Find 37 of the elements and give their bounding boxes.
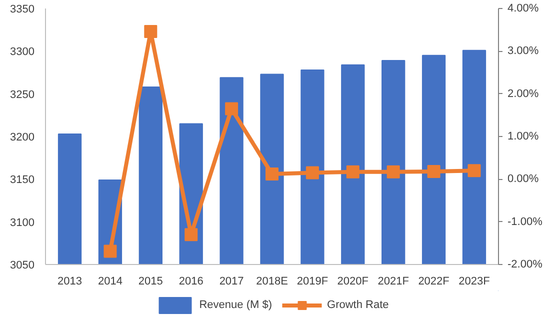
point <box>468 164 481 178</box>
x-tick-label: 2022F <box>418 276 450 288</box>
y2-tick-label: 2.00% <box>508 88 539 100</box>
point <box>184 228 198 242</box>
point <box>427 164 440 178</box>
x-tick-label: 2021F <box>378 276 410 288</box>
x-tick-label: 2017 <box>219 276 244 288</box>
point <box>346 165 360 178</box>
y-tick-label: 3300 <box>10 46 35 58</box>
x-tick-label: 2018E <box>256 276 288 288</box>
x-tick-label: 2013 <box>58 276 82 288</box>
x-tick-label: 2015 <box>138 276 163 288</box>
legend-label: Revenue (M $) <box>199 299 272 311</box>
y2-tick-label: 1.00% <box>508 130 539 142</box>
point <box>104 244 117 258</box>
point <box>386 165 400 178</box>
legend-label: Growth Rate <box>327 299 389 311</box>
point <box>306 166 319 180</box>
x-tick-label: 2016 <box>178 276 204 288</box>
x-tick-label: 2019F <box>296 276 328 288</box>
y2-tick-label: 3.00% <box>508 45 539 58</box>
y-tick-label: 3250 <box>10 88 35 101</box>
y-tick-label: 3200 <box>10 132 35 144</box>
y-tick-label: 3150 <box>10 174 35 186</box>
y-tick-label: 3350 <box>10 4 35 16</box>
y-tick-label: 3050 <box>10 260 35 272</box>
y2-tick-label: -2.00% <box>508 258 543 270</box>
y-tick-label: 3100 <box>10 216 35 229</box>
x-tick-label: 2020F <box>337 276 369 288</box>
y2-tick-label: -1.00% <box>508 216 543 228</box>
point <box>144 25 158 38</box>
x-tick-label: 2023F <box>458 276 490 288</box>
y2-tick-label: 0.00% <box>508 173 539 186</box>
point <box>225 102 238 116</box>
x-tick-label: 2014 <box>98 276 122 288</box>
point <box>266 168 278 181</box>
y2-tick-label: 4.00% <box>508 2 539 14</box>
